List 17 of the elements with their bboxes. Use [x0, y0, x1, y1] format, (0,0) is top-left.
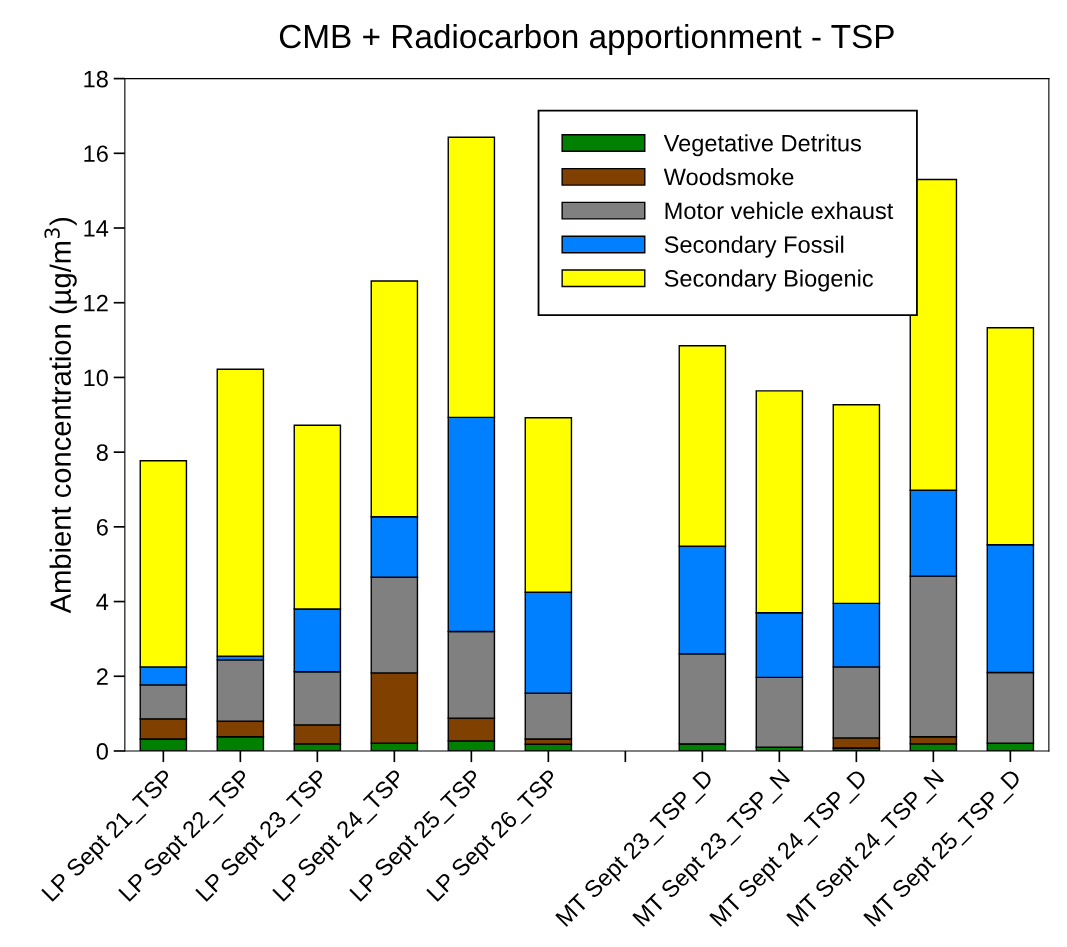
y-tick-label: 6 [96, 518, 108, 536]
y-tick-label: 2 [96, 668, 108, 685]
y-tick-label: 16 [84, 145, 108, 163]
legend-label: Motor vehicle exhaust [665, 201, 894, 220]
y-tick-label: 12 [84, 294, 108, 312]
y-tick-label: 18 [84, 70, 108, 88]
legend-label: Secondary Fossil [664, 235, 844, 258]
y-axis-title: Ambient concentration (µg/m$^{3}$) [44, 217, 77, 614]
y-tick-label: 10 [84, 369, 108, 387]
y-tick-label: 8 [96, 444, 108, 461]
y-tick-label: 14 [84, 220, 109, 237]
chart-title: CMB + Radiocarbon apportionment - TSP [279, 23, 894, 55]
y-tick-label: 0 [96, 743, 108, 760]
legend-label: Woodsmoke [663, 168, 794, 186]
legend-label: Vegetative Detritus [663, 134, 861, 157]
y-tick-label: 4 [96, 593, 109, 611]
legend-label: Secondary Biogenic [664, 269, 874, 292]
